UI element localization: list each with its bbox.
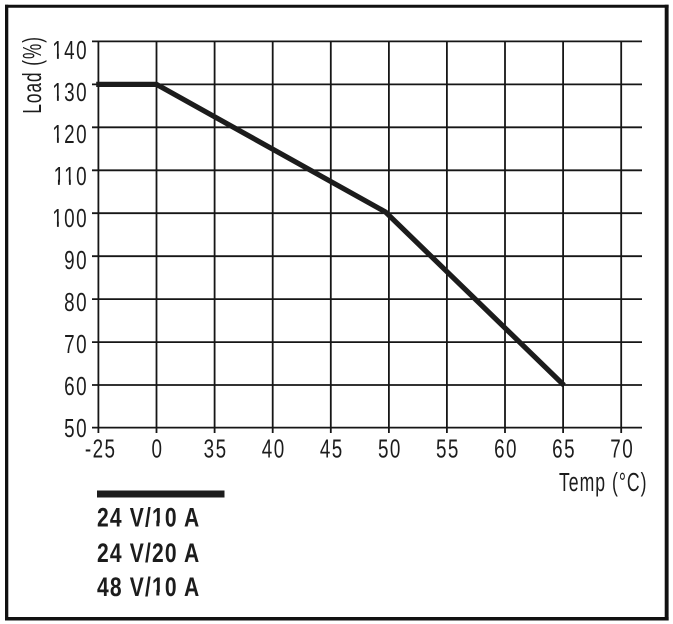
svg-text:0: 0 bbox=[152, 433, 164, 463]
svg-text:40: 40 bbox=[262, 433, 286, 463]
svg-text:60: 60 bbox=[64, 371, 88, 401]
svg-text:80: 80 bbox=[64, 287, 88, 317]
svg-text:70: 70 bbox=[610, 433, 634, 463]
svg-text:120: 120 bbox=[52, 119, 88, 149]
svg-text:Load (%): Load (%) bbox=[17, 36, 47, 114]
svg-text:50: 50 bbox=[378, 433, 402, 463]
svg-text:90: 90 bbox=[64, 245, 88, 275]
svg-text:24 V/20 A: 24 V/20 A bbox=[97, 538, 200, 568]
svg-text:35: 35 bbox=[204, 433, 228, 463]
svg-text:110: 110 bbox=[54, 161, 88, 191]
svg-text:140: 140 bbox=[52, 35, 88, 65]
svg-text:24 V/10 A: 24 V/10 A bbox=[97, 503, 200, 533]
svg-text:130: 130 bbox=[52, 77, 88, 107]
svg-text:65: 65 bbox=[552, 433, 576, 463]
svg-text:50: 50 bbox=[64, 413, 88, 443]
svg-text:45: 45 bbox=[320, 433, 344, 463]
svg-text:-25: -25 bbox=[85, 433, 117, 463]
svg-text:55: 55 bbox=[436, 433, 460, 463]
svg-text:Temp (°C): Temp (°C) bbox=[559, 467, 647, 496]
svg-text:48 V/10 A: 48 V/10 A bbox=[97, 572, 200, 602]
svg-text:60: 60 bbox=[494, 433, 518, 463]
svg-text:100: 100 bbox=[52, 203, 88, 233]
svg-text:70: 70 bbox=[64, 329, 88, 359]
